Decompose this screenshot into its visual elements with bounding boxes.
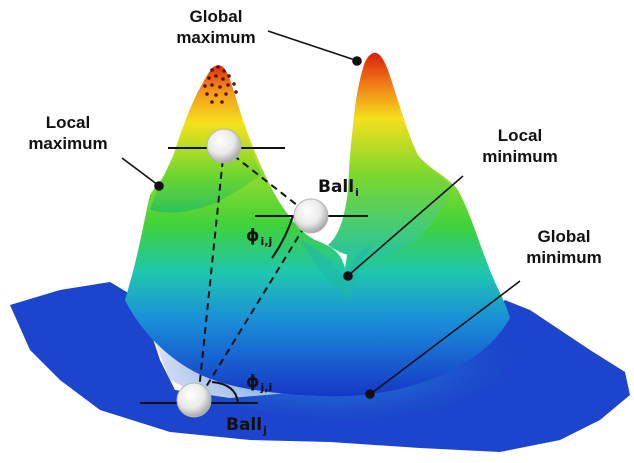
ball-i <box>293 198 329 234</box>
peak-speckles <box>203 65 238 104</box>
angle-arc-ji <box>211 381 239 404</box>
label-local-maximum: Local maximum <box>20 112 116 154</box>
surface-base <box>10 282 630 452</box>
label-global-maximum-line2: maximum <box>176 28 256 47</box>
label-phi-ij-base: ϕ <box>246 226 260 246</box>
label-ball-i: Balli <box>318 177 359 199</box>
label-local-maximum-line1: Local <box>45 113 91 132</box>
label-global-minimum-line2: minimum <box>526 248 602 267</box>
label-ball-i-sub: i <box>355 186 359 199</box>
valley-shade <box>300 240 372 300</box>
label-ball-i-base: Ball <box>318 177 355 197</box>
label-phi-ji-base: ϕ <box>246 372 260 392</box>
ball-top <box>206 128 242 164</box>
label-ball-j: Ballj <box>226 415 267 437</box>
dashed-connectors <box>197 147 312 401</box>
left-peak <box>150 65 262 213</box>
leader-lines <box>121 30 521 399</box>
label-global-minimum-line1: Global <box>537 227 591 246</box>
ball-j <box>176 382 212 418</box>
label-global-maximum-line1: Global <box>189 7 243 26</box>
angle-arc-ij <box>271 215 294 259</box>
label-local-maximum-line2: maximum <box>28 134 108 153</box>
label-global-maximum: Global maximum <box>168 6 264 48</box>
label-local-minimum: Local minimum <box>472 125 568 167</box>
label-global-minimum: Global minimum <box>516 226 612 268</box>
right-peak <box>328 52 452 258</box>
label-local-minimum-line1: Local <box>497 126 543 145</box>
label-phi-ji-sub: j,i <box>260 381 273 394</box>
label-phi-ji: ϕj,i <box>246 372 272 394</box>
label-local-minimum-line2: minimum <box>482 147 558 166</box>
label-phi-ij: ϕi,j <box>246 226 272 248</box>
label-phi-ij-sub: i,j <box>260 235 273 248</box>
label-ball-j-base: Ball <box>226 415 263 435</box>
label-ball-j-sub: j <box>263 424 267 437</box>
